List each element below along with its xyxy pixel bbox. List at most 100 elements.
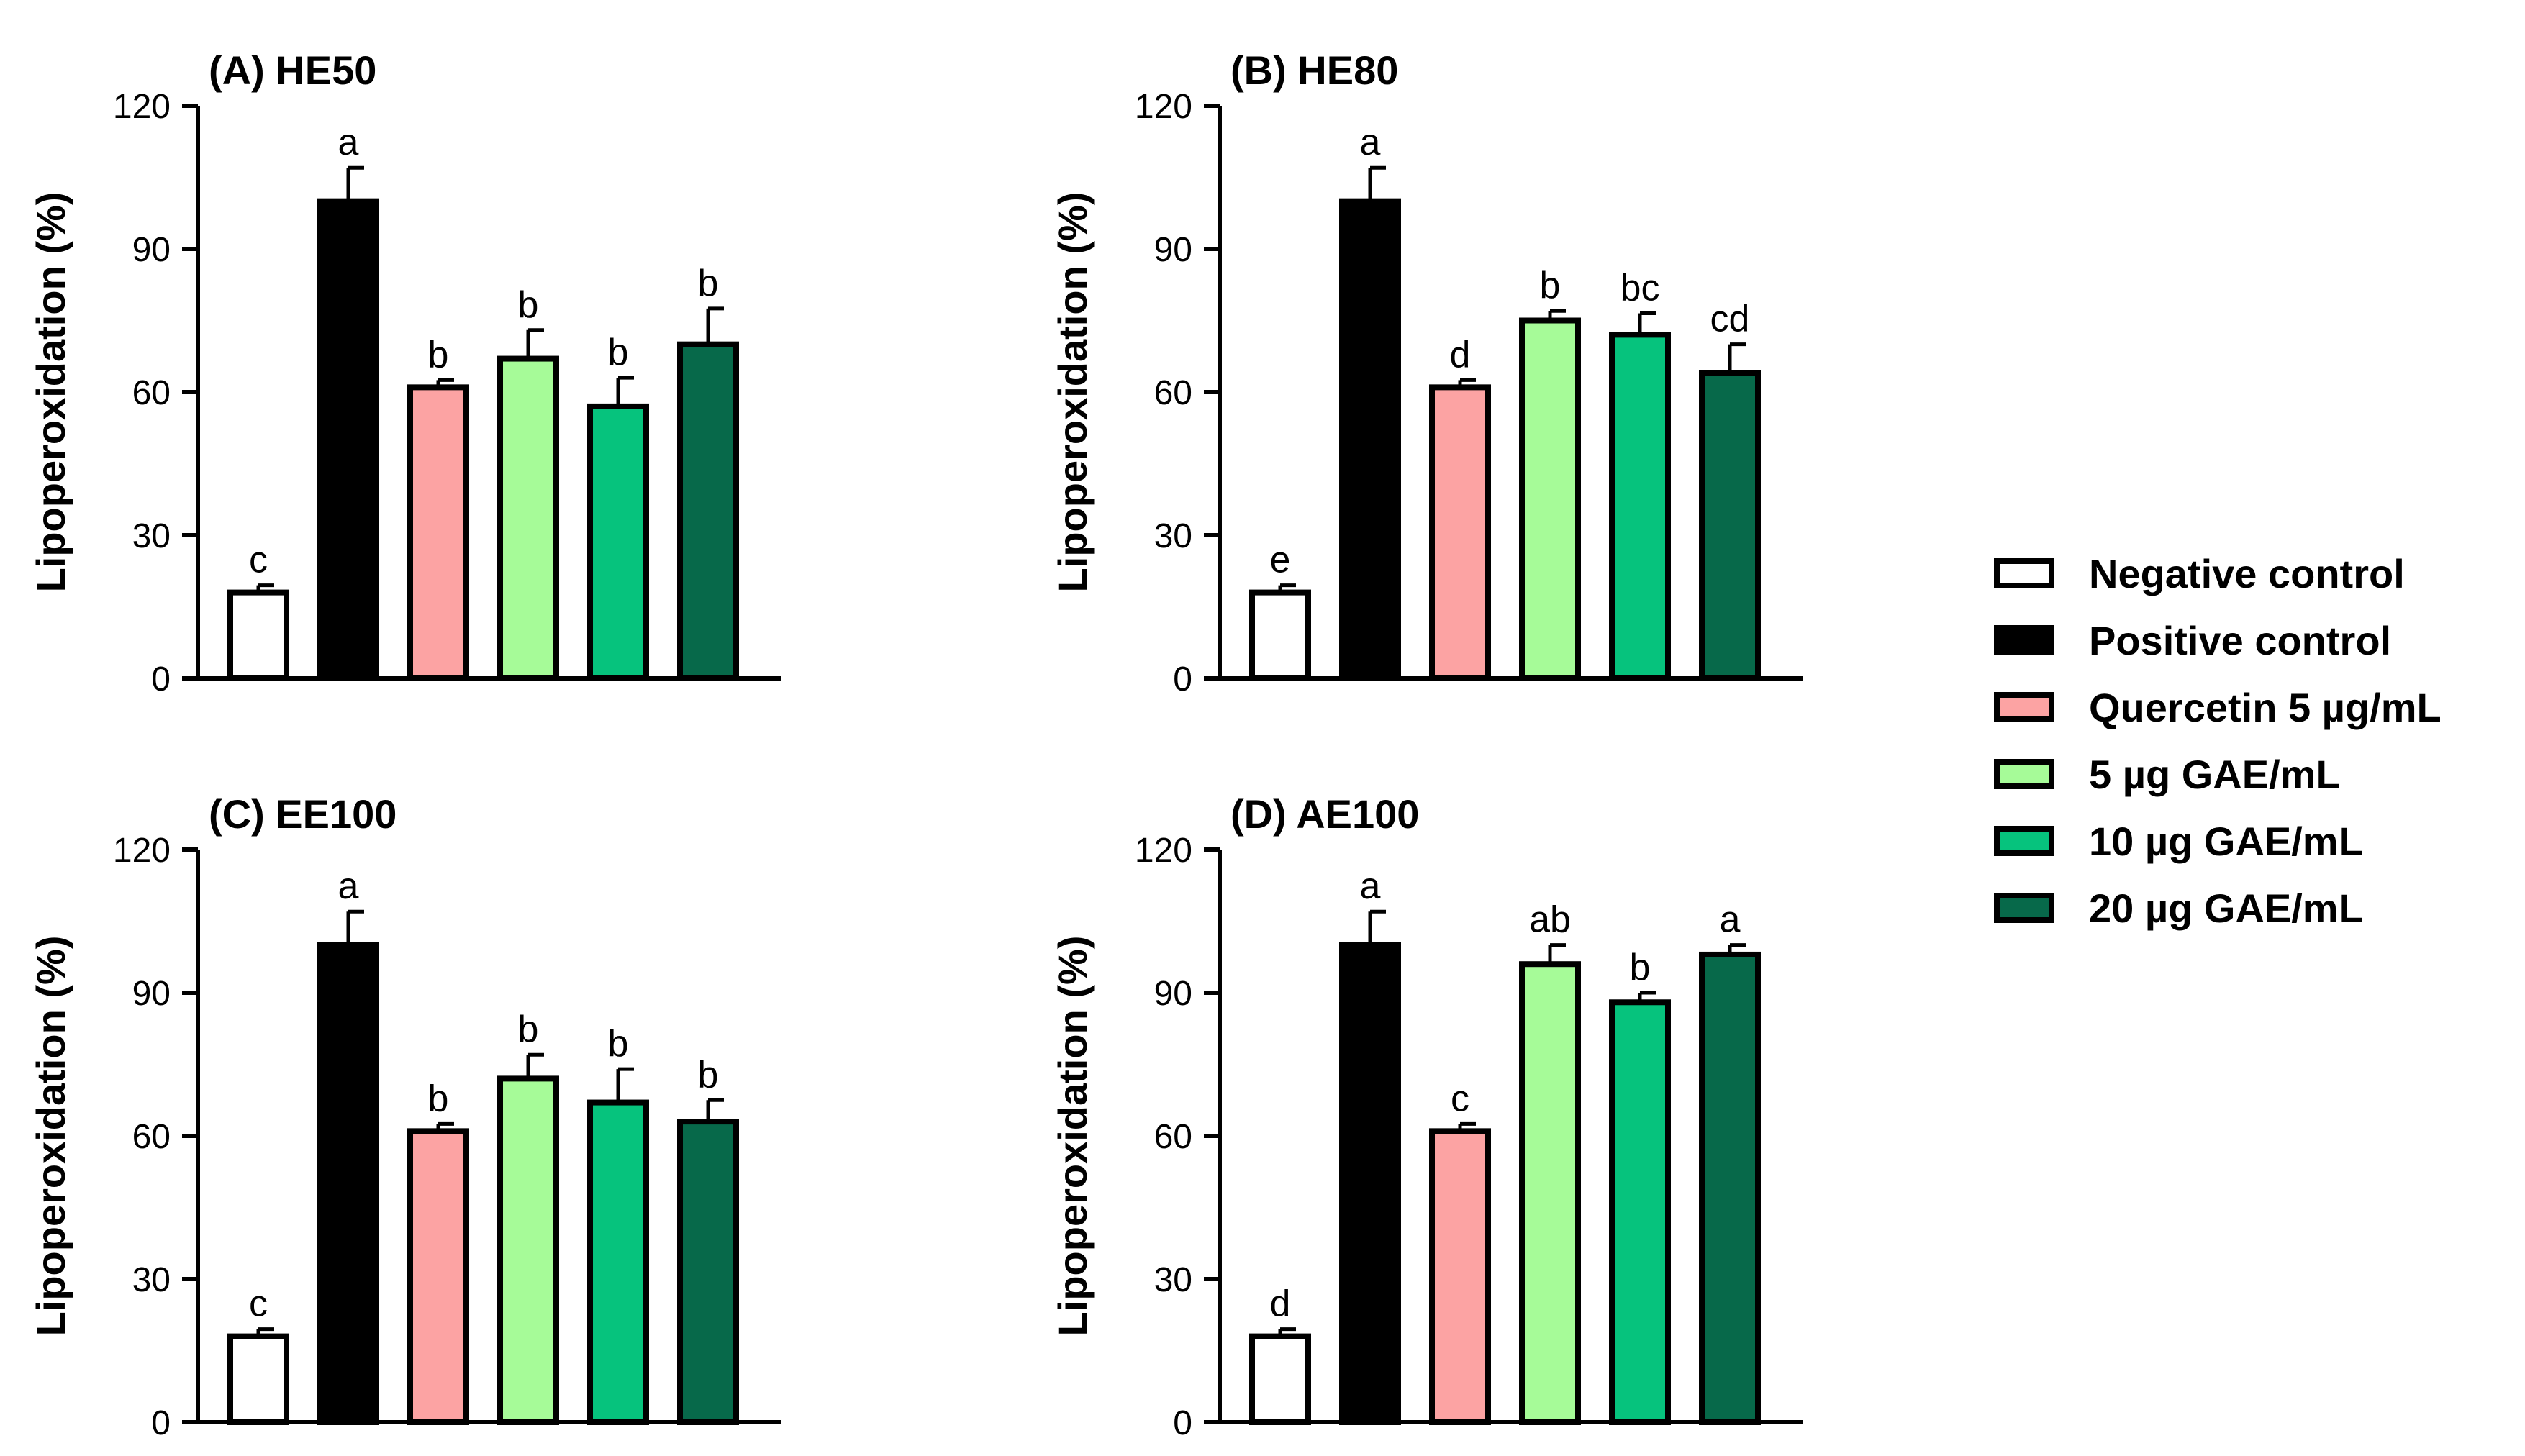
- significance-label: b: [428, 334, 449, 376]
- significance-label: a: [1360, 122, 1381, 163]
- error-bar: [1368, 909, 1386, 945]
- chart-panel: (C) EE100 Lipoperoxidation (%) 0 30 60 90 120 c…: [28, 791, 781, 1442]
- legend-item: 5 µg GAE/mL: [1994, 752, 2341, 797]
- y-axis-label: Lipoperoxidation (%): [1050, 192, 1095, 593]
- panel-title: (C) EE100: [209, 791, 396, 837]
- chart-panel: (D) AE100 Lipoperoxidation (%) 0 30 60 90 120 d…: [1050, 791, 1803, 1442]
- legend-label: Negative control: [2089, 551, 2405, 596]
- bar: [587, 1099, 649, 1425]
- panel-title: (B) HE80: [1230, 47, 1398, 93]
- significance-label: ab: [1529, 899, 1571, 941]
- bar: [1339, 942, 1401, 1425]
- y-tick-label: 120: [113, 88, 171, 126]
- legend-item: Quercetin 5 µg/mL: [1994, 685, 2442, 730]
- legend-item: Positive control: [1994, 618, 2391, 663]
- y-tick-label: 120: [1135, 832, 1192, 870]
- error-bar: [1458, 1121, 1476, 1132]
- bar: [497, 1075, 559, 1426]
- bar: [227, 1333, 289, 1425]
- significance-label: cd: [1710, 299, 1750, 340]
- y-tick-label: 0: [151, 660, 171, 699]
- legend-swatch: [1994, 893, 2054, 923]
- bar: [1609, 332, 1671, 681]
- legend-label: 20 µg GAE/mL: [2089, 886, 2363, 931]
- panel-title: (D) AE100: [1230, 791, 1419, 837]
- chart-panel: (A) HE50 Lipoperoxidation (%) 0 30 60 90 120 c a…: [28, 47, 781, 699]
- significance-label: b: [518, 1009, 539, 1050]
- legend-label: Positive control: [2089, 618, 2391, 663]
- bar: [587, 403, 649, 682]
- legend-swatch: [1994, 625, 2054, 655]
- error-bar: [1638, 991, 1656, 1003]
- chart-panels: (A) HE50 Lipoperoxidation (%) 0 30 60 90 120 c a…: [28, 47, 1803, 1442]
- error-bar: [1278, 583, 1296, 593]
- significance-label: c: [249, 1283, 268, 1325]
- error-bar: [346, 909, 364, 945]
- error-bar: [346, 165, 364, 201]
- significance-label: d: [1450, 334, 1471, 376]
- significance-label: b: [1630, 947, 1651, 988]
- y-tick-label: 60: [132, 1118, 171, 1156]
- bar: [1339, 198, 1401, 681]
- y-tick-label: 90: [132, 975, 171, 1013]
- bar: [1249, 1333, 1311, 1425]
- y-tick-label: 30: [132, 517, 171, 555]
- y-tick-label: 0: [1173, 660, 1192, 699]
- error-bar: [526, 328, 544, 359]
- legend-item: 10 µg GAE/mL: [1994, 819, 2363, 864]
- legend-swatch: [1994, 692, 2054, 722]
- significance-label: bc: [1620, 268, 1660, 309]
- y-tick-label: 0: [151, 1404, 171, 1442]
- y-axis-label: Lipoperoxidation (%): [28, 936, 73, 1337]
- error-bar: [436, 1121, 454, 1132]
- significance-label: b: [1540, 265, 1561, 306]
- bar: [407, 384, 469, 681]
- y-axis-label: Lipoperoxidation (%): [1050, 936, 1095, 1337]
- bar: [317, 198, 379, 681]
- error-bar: [1638, 311, 1656, 335]
- y-tick-label: 120: [1135, 88, 1192, 126]
- significance-label: b: [698, 263, 719, 304]
- y-tick-label: 30: [1154, 517, 1192, 555]
- bar: [1519, 317, 1581, 681]
- y-tick-label: 60: [132, 374, 171, 412]
- significance-label: e: [1270, 540, 1291, 581]
- significance-label: a: [338, 865, 359, 907]
- error-bar: [706, 306, 724, 345]
- error-bar: [616, 376, 634, 406]
- bar: [407, 1128, 469, 1426]
- bar: [497, 355, 559, 681]
- y-tick-label: 90: [132, 231, 171, 269]
- significance-label: a: [1360, 865, 1381, 907]
- bar: [1429, 1128, 1491, 1426]
- y-tick-label: 90: [1154, 975, 1192, 1013]
- error-bar: [526, 1052, 544, 1079]
- significance-label: b: [428, 1078, 449, 1119]
- y-tick-label: 30: [1154, 1261, 1192, 1299]
- error-bar: [1458, 378, 1476, 388]
- significance-label: a: [1720, 899, 1741, 941]
- bar: [1519, 961, 1581, 1425]
- bar: [1249, 589, 1311, 681]
- error-bar: [706, 1098, 724, 1122]
- bar: [677, 341, 739, 681]
- significance-label: b: [608, 332, 629, 373]
- bar: [1429, 384, 1491, 681]
- panel-title: (A) HE50: [209, 47, 376, 93]
- bar: [227, 589, 289, 681]
- error-bar: [1728, 342, 1746, 373]
- significance-label: a: [338, 122, 359, 163]
- legend-swatch: [1994, 826, 2054, 856]
- error-bar: [616, 1067, 634, 1103]
- bar: [317, 942, 379, 1425]
- error-bar: [1548, 309, 1566, 321]
- bar: [1699, 951, 1761, 1425]
- legend-swatch: [1994, 558, 2054, 588]
- y-tick-label: 120: [113, 832, 171, 870]
- y-tick-label: 0: [1173, 1404, 1192, 1442]
- legend-item: 20 µg GAE/mL: [1994, 886, 2363, 931]
- y-tick-label: 60: [1154, 374, 1192, 412]
- legend-label: 5 µg GAE/mL: [2089, 752, 2341, 797]
- significance-label: b: [518, 284, 539, 326]
